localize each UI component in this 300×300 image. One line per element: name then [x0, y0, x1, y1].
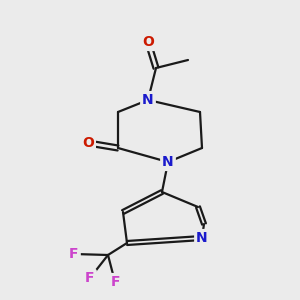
Text: N: N — [142, 93, 154, 107]
Text: F: F — [85, 271, 95, 285]
Text: O: O — [142, 35, 154, 49]
Text: N: N — [162, 155, 174, 169]
Text: N: N — [196, 231, 208, 245]
Text: F: F — [69, 247, 79, 261]
Text: F: F — [110, 275, 120, 289]
Text: O: O — [82, 136, 94, 150]
